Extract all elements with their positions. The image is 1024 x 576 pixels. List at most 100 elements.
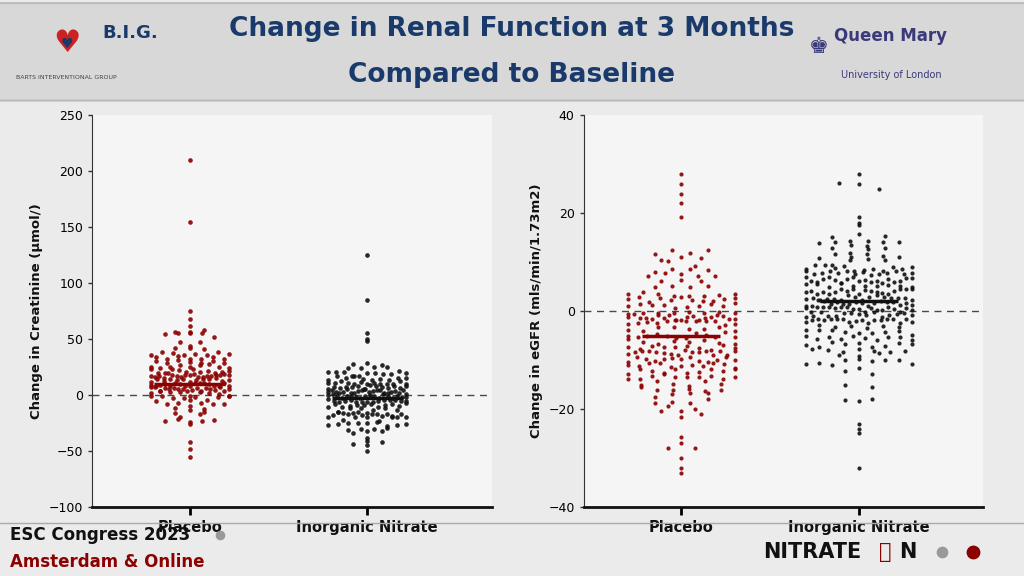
Point: [874, 305, 891, 314]
Point: [335, 415, 351, 425]
Point: [655, 348, 672, 358]
Point: [813, 308, 829, 317]
Point: [851, 396, 867, 406]
Point: [347, 392, 364, 401]
Point: [620, 369, 636, 378]
Point: [359, 418, 376, 427]
Point: [631, 361, 647, 370]
Point: [321, 395, 337, 404]
Point: [798, 317, 814, 327]
Point: [199, 350, 215, 359]
Point: [632, 364, 648, 373]
Point: [383, 369, 399, 378]
Point: [159, 400, 175, 409]
Point: [673, 269, 689, 278]
Point: [870, 184, 887, 194]
Point: [666, 380, 682, 389]
Point: [665, 281, 681, 290]
Point: [881, 280, 897, 289]
Point: [332, 384, 348, 393]
Point: [839, 267, 855, 276]
Point: [653, 406, 670, 415]
Point: [169, 329, 185, 338]
Point: [898, 298, 914, 307]
Point: [839, 286, 855, 295]
Point: [659, 256, 676, 266]
Point: [646, 249, 663, 259]
Point: [181, 357, 198, 366]
Point: [216, 378, 232, 387]
Point: [643, 372, 659, 381]
Point: [640, 271, 656, 281]
Point: [845, 332, 861, 341]
Point: [826, 323, 843, 332]
Point: [641, 358, 657, 367]
Point: [707, 317, 723, 326]
Point: [835, 314, 851, 324]
Point: [172, 387, 188, 396]
Point: [684, 347, 700, 356]
Point: [847, 269, 863, 278]
Point: [798, 313, 814, 322]
Point: [904, 295, 921, 305]
Point: [220, 370, 237, 380]
Point: [673, 468, 689, 477]
Point: [328, 367, 344, 377]
Point: [359, 329, 376, 338]
Point: [815, 287, 831, 297]
Point: [220, 376, 237, 385]
Point: [341, 402, 357, 411]
Point: [859, 236, 876, 245]
Point: [212, 530, 228, 539]
Point: [142, 392, 159, 401]
Point: [336, 368, 352, 377]
Point: [691, 347, 708, 357]
Point: [673, 433, 689, 442]
Point: [398, 412, 415, 421]
Point: [838, 339, 854, 348]
Point: [327, 378, 343, 387]
Point: [354, 374, 371, 384]
Point: [843, 252, 859, 262]
Point: [380, 392, 396, 401]
Point: [845, 272, 861, 282]
Text: N: N: [899, 542, 916, 562]
Point: [673, 275, 689, 285]
Y-axis label: Change in Creatinine (μmol/): Change in Creatinine (μmol/): [30, 203, 43, 419]
Point: [669, 334, 685, 343]
Point: [208, 370, 224, 379]
Point: [355, 400, 372, 410]
Point: [142, 365, 159, 374]
Point: [380, 388, 396, 397]
Point: [326, 383, 342, 392]
Point: [673, 199, 689, 208]
Point: [885, 262, 901, 271]
Point: [372, 416, 388, 425]
Point: [818, 294, 835, 304]
Point: [351, 371, 368, 380]
Point: [682, 389, 698, 398]
Point: [181, 406, 198, 415]
Point: [886, 304, 902, 313]
Point: [646, 399, 663, 408]
Point: [851, 221, 867, 230]
Point: [158, 379, 174, 388]
Point: [696, 291, 713, 300]
Point: [377, 403, 393, 412]
Point: [379, 421, 395, 430]
Point: [356, 391, 373, 400]
Point: [194, 329, 210, 338]
Point: [681, 308, 697, 317]
Point: [889, 310, 905, 319]
Point: [339, 385, 355, 394]
Point: [321, 375, 337, 384]
Point: [381, 376, 397, 385]
Point: [372, 380, 388, 389]
Point: [798, 304, 814, 313]
Point: [842, 248, 858, 257]
Point: [891, 355, 907, 365]
Point: [201, 360, 217, 369]
Y-axis label: Change in eGFR (mls/min/1.73m2): Change in eGFR (mls/min/1.73m2): [529, 184, 543, 438]
Point: [167, 343, 183, 353]
Point: [327, 399, 343, 408]
